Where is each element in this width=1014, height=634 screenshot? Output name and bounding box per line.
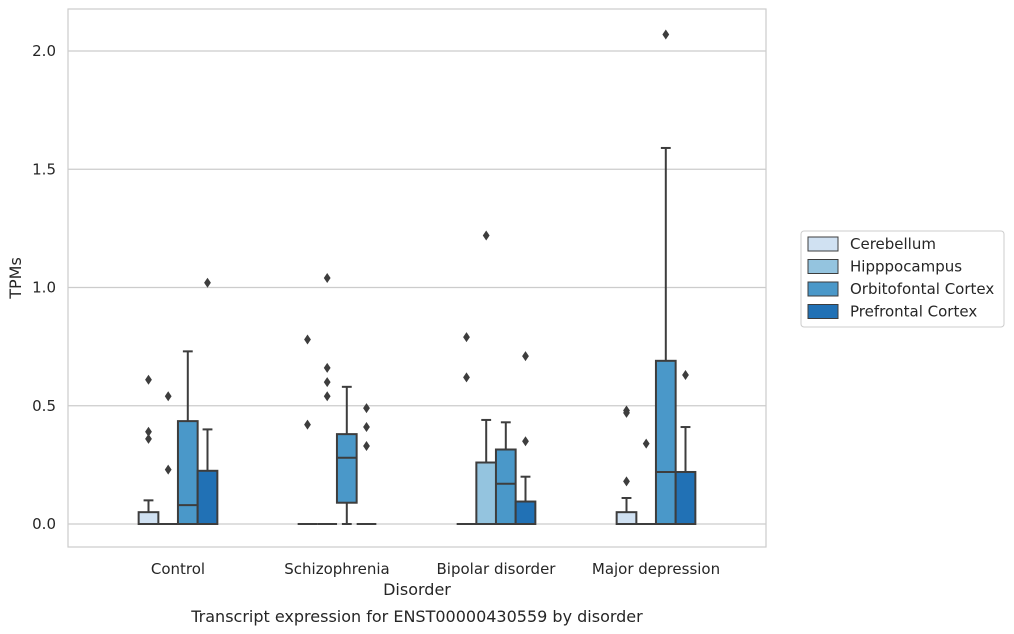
y-tick-label: 0.0 [32, 515, 56, 533]
outlier-point [522, 436, 529, 447]
outlier-point [304, 419, 311, 430]
outlier-point [145, 374, 152, 385]
box-iqr [674, 470, 697, 525]
legend-label: Cerebellum [850, 235, 936, 253]
box [636, 438, 657, 525]
box [456, 332, 477, 525]
y-tick-label: 1.5 [32, 160, 56, 178]
box [494, 421, 517, 525]
outlier-point [164, 464, 172, 475]
box-iqr [335, 433, 358, 504]
box [475, 230, 498, 526]
legend-label: Hipppocampus [850, 258, 962, 276]
legend-swatch [807, 236, 839, 252]
x-tick-label: Control [151, 560, 205, 578]
outlier-point [164, 391, 172, 402]
series-1 [158, 230, 657, 526]
y-tick-label: 2.0 [32, 42, 56, 60]
outlier-point [145, 433, 152, 444]
box-iqr [615, 511, 638, 525]
box-iqr [137, 511, 160, 525]
outlier-point [363, 440, 370, 451]
y-tick-labels: 0.0 0.5 1.0 1.5 2.0 [32, 42, 56, 533]
outlier-point [623, 405, 630, 416]
outlier-point [463, 372, 470, 383]
x-tick-label: Schizophrenia [284, 560, 389, 578]
box [356, 403, 377, 525]
series-2 [176, 29, 677, 525]
box [176, 350, 199, 525]
box [514, 351, 537, 526]
y-tick-label: 1.0 [32, 279, 56, 297]
box-series-group [137, 29, 697, 526]
x-axis-label: Disorder [383, 580, 451, 599]
outlier-point [463, 332, 470, 343]
outlier-point [662, 29, 670, 40]
plot-frame [67, 8, 767, 548]
box-iqr [196, 469, 219, 526]
box [317, 273, 338, 525]
chart-caption: Transcript expression for ENST0000043055… [190, 607, 643, 626]
y-tick-label: 0.5 [32, 397, 56, 415]
box-iqr [176, 420, 199, 525]
box-iqr [654, 359, 677, 525]
x-tick-labels: Control Schizophrenia Bipolar disorder Majo… [151, 560, 720, 578]
y-axis-label: TPMs [6, 257, 25, 300]
box-iqr [494, 448, 517, 525]
legend: Cerebellum Hipppocampus Orbitofontal Corte… [800, 230, 1005, 328]
outlier-point [363, 403, 370, 414]
outlier-point [323, 362, 331, 373]
legend-label: Prefrontal Cortex [850, 303, 977, 321]
box [654, 29, 677, 525]
box-iqr [475, 461, 498, 526]
legend-swatch [807, 304, 839, 319]
box [674, 370, 697, 525]
box [335, 385, 358, 525]
series-3 [196, 277, 697, 526]
outlier-point [304, 334, 311, 345]
series-0 [137, 332, 638, 525]
legend-frame [800, 230, 1005, 328]
outlier-point [623, 476, 630, 487]
box [196, 277, 219, 526]
outlier-point [682, 370, 689, 381]
outlier-point [482, 230, 490, 241]
outlier-point [642, 438, 650, 449]
legend-label: Orbitofontal Cortex [850, 280, 994, 298]
outlier-point [145, 426, 152, 437]
box [615, 405, 638, 525]
box [137, 374, 160, 525]
box [158, 391, 179, 525]
x-tick-label: Major depression [592, 560, 720, 578]
outlier-point [323, 377, 331, 388]
box [297, 334, 318, 525]
x-tick-label: Bipolar disorder [437, 560, 557, 578]
outlier-point [204, 277, 211, 288]
outlier-point [363, 422, 370, 433]
outlier-point [323, 391, 331, 402]
outlier-point [323, 273, 331, 284]
outlier-point [522, 351, 529, 362]
legend-swatch [807, 281, 839, 297]
box-iqr [514, 500, 537, 526]
legend-swatch [807, 259, 839, 274]
